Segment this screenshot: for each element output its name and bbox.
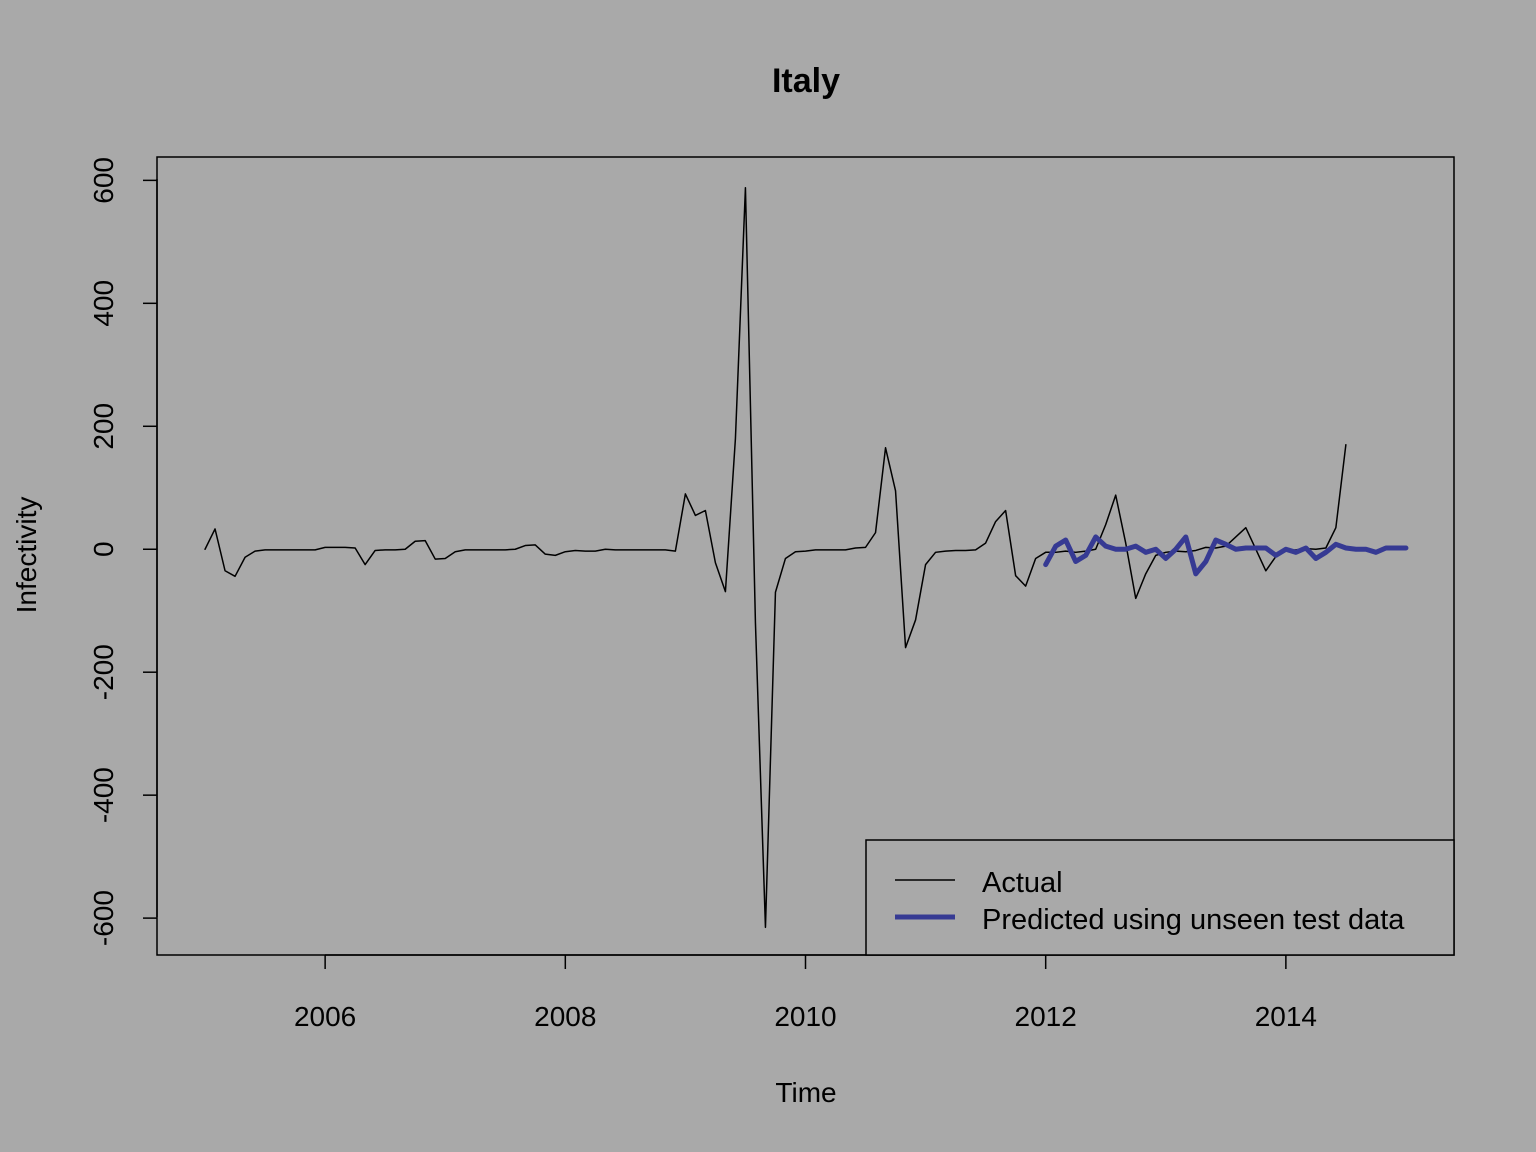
legend-label-actual: Actual [982,867,1063,899]
y-tick-label: -200 [88,644,119,700]
x-tick-label: 2006 [294,1001,356,1032]
x-tick-label: 2008 [534,1001,596,1032]
chart-title: Italy [772,62,840,100]
y-tick-label: -600 [88,890,119,946]
x-tick-label: 2014 [1255,1001,1317,1032]
y-tick-label: -400 [88,767,119,823]
series-predicted-line [1043,534,1409,577]
y-axis-label: Infectivity [11,497,42,614]
legend-box [865,839,1455,956]
x-tick-label: 2010 [774,1001,836,1032]
x-axis-label: Time [775,1077,836,1108]
x-axis: 2006 2008 2010 2012 2014 [294,954,1317,1032]
series-actual-line [204,186,1347,929]
legend: Actual Predicted using unseen test data [865,839,1455,956]
series-layer [204,186,1409,929]
y-tick-label: 600 [88,157,119,204]
y-tick-label: 0 [88,541,119,557]
x-tick-label: 2012 [1015,1001,1077,1032]
y-tick-label: 200 [88,403,119,450]
y-axis: -600 -400 -200 0 200 400 600 [88,157,158,946]
y-tick-label: 400 [88,280,119,327]
legend-label-predicted: Predicted using unseen test data [982,904,1405,936]
